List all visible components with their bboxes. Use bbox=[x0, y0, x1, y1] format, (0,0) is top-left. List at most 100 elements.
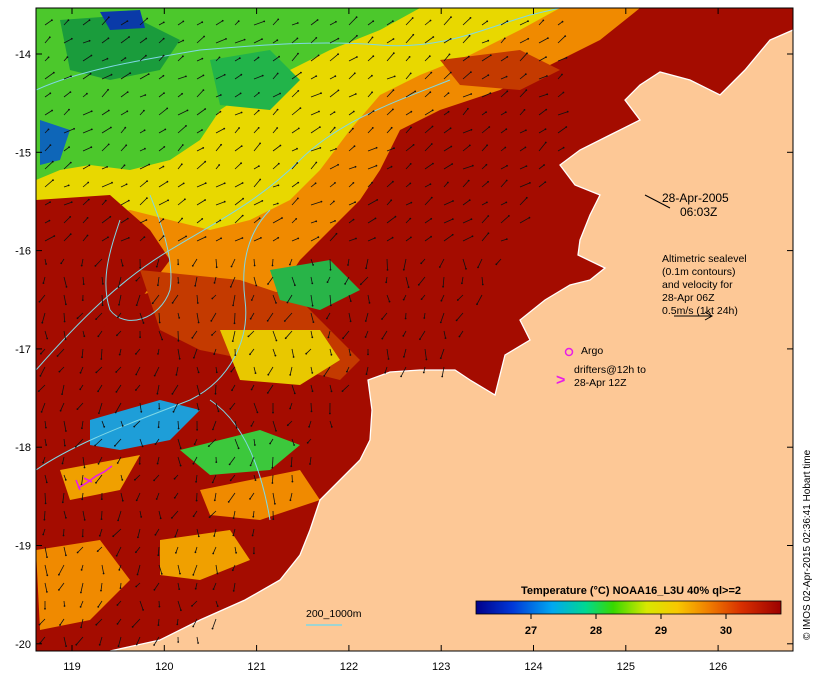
velocity-vector-head bbox=[402, 298, 405, 301]
drifter-marker-icon: > bbox=[556, 372, 565, 389]
velocity-vector bbox=[152, 294, 160, 304]
velocity-vector-head bbox=[349, 320, 352, 323]
velocity-vector-head bbox=[356, 34, 358, 37]
velocity-vector-head bbox=[213, 353, 216, 355]
velocity-vector bbox=[59, 618, 65, 626]
velocity-vector bbox=[63, 420, 67, 432]
velocity-vector-head bbox=[261, 74, 264, 77]
velocity-vector-head bbox=[155, 265, 158, 268]
velocity-vector-head bbox=[258, 92, 260, 94]
velocity-vector bbox=[348, 145, 355, 152]
velocity-vector-head bbox=[204, 160, 207, 163]
velocity-vector-head bbox=[330, 304, 332, 307]
velocity-vector bbox=[213, 348, 217, 355]
velocity-vector bbox=[443, 92, 449, 98]
velocity-vector-head bbox=[182, 182, 185, 185]
velocity-vector-head bbox=[254, 372, 257, 374]
velocity-vector-head bbox=[229, 285, 232, 288]
velocity-vector-head bbox=[448, 53, 451, 56]
velocity-vector bbox=[120, 492, 124, 501]
velocity-vector bbox=[519, 20, 529, 26]
velocity-vector-head bbox=[565, 56, 568, 59]
velocity-vector-head bbox=[277, 162, 280, 165]
velocity-vector bbox=[215, 20, 223, 26]
velocity-vector bbox=[291, 384, 296, 394]
velocity-vector bbox=[234, 93, 241, 98]
velocity-vector-head bbox=[320, 92, 322, 95]
velocity-vector-head bbox=[508, 215, 510, 217]
velocity-vector-head bbox=[449, 38, 452, 40]
velocity-vector bbox=[63, 510, 67, 518]
velocity-vector bbox=[44, 492, 46, 504]
velocity-vector-head bbox=[162, 54, 165, 57]
velocity-vector bbox=[400, 366, 407, 377]
velocity-vector bbox=[442, 276, 445, 287]
velocity-vector-head bbox=[186, 109, 189, 112]
velocity-vector-head bbox=[225, 38, 227, 40]
velocity-vector-head bbox=[163, 92, 165, 94]
velocity-vector bbox=[229, 456, 236, 465]
velocity-vector-head bbox=[451, 163, 454, 165]
velocity-vector-head bbox=[278, 55, 280, 58]
velocity-vector bbox=[477, 258, 483, 268]
velocity-vector-head bbox=[95, 623, 98, 626]
velocity-vector-head bbox=[562, 146, 565, 149]
velocity-vector-head bbox=[65, 645, 67, 647]
velocity-vector-head bbox=[430, 196, 433, 199]
velocity-vector bbox=[135, 366, 141, 375]
velocity-vector bbox=[233, 582, 236, 591]
y-tick-label: -15 bbox=[15, 147, 31, 159]
velocity-vector-head bbox=[544, 181, 547, 184]
velocity-vector-head bbox=[83, 466, 86, 469]
velocity-vector bbox=[557, 74, 563, 80]
velocity-vector bbox=[367, 294, 370, 303]
velocity-vector-head bbox=[344, 283, 346, 285]
velocity-vector bbox=[42, 528, 46, 535]
velocity-vector-head bbox=[64, 444, 66, 447]
x-tick-label: 124 bbox=[524, 661, 542, 673]
velocity-vector-head bbox=[59, 624, 61, 626]
velocity-vector bbox=[135, 384, 141, 391]
velocity-vector-head bbox=[286, 424, 289, 427]
velocity-vector bbox=[310, 220, 317, 224]
velocity-vector-head bbox=[88, 39, 91, 42]
velocity-vector bbox=[63, 276, 67, 287]
velocity-vector-head bbox=[306, 441, 309, 444]
velocity-vector-head bbox=[177, 339, 180, 342]
velocity-vector-head bbox=[86, 217, 89, 219]
velocity-vector bbox=[249, 492, 255, 500]
velocity-vector-head bbox=[44, 607, 46, 610]
velocity-vector bbox=[291, 72, 302, 80]
velocity-vector bbox=[158, 312, 161, 323]
velocity-vector-head bbox=[271, 482, 274, 484]
velocity-vector-head bbox=[39, 641, 42, 644]
velocity-vector-head bbox=[229, 479, 232, 482]
velocity-vector bbox=[120, 110, 128, 116]
velocity-vector-head bbox=[87, 181, 90, 184]
velocity-vector bbox=[500, 38, 506, 44]
velocity-vector bbox=[115, 366, 122, 373]
velocity-vector-head bbox=[101, 304, 104, 307]
velocity-vector-head bbox=[375, 146, 378, 149]
velocity-vector-head bbox=[353, 72, 356, 75]
velocity-vector-head bbox=[162, 21, 165, 24]
velocity-vector-head bbox=[70, 201, 73, 204]
velocity-vector-head bbox=[393, 75, 396, 78]
velocity-vector-head bbox=[201, 129, 203, 131]
velocity-vector-head bbox=[177, 427, 180, 430]
velocity-vector bbox=[232, 528, 236, 536]
velocity-vector-head bbox=[542, 19, 545, 22]
velocity-vector bbox=[344, 276, 350, 285]
velocity-vector bbox=[443, 163, 453, 170]
velocity-vector-head bbox=[258, 217, 261, 220]
velocity-vector-head bbox=[135, 643, 138, 646]
velocity-vector bbox=[500, 238, 507, 242]
velocity-vector-head bbox=[116, 462, 119, 464]
velocity-vector-head bbox=[409, 72, 412, 75]
velocity-vector bbox=[348, 166, 356, 170]
velocity-vector bbox=[285, 330, 293, 339]
velocity-vector-head bbox=[455, 319, 458, 322]
velocity-vector-head bbox=[277, 184, 280, 187]
velocity-vector-head bbox=[293, 444, 295, 446]
velocity-vector-head bbox=[166, 180, 169, 183]
